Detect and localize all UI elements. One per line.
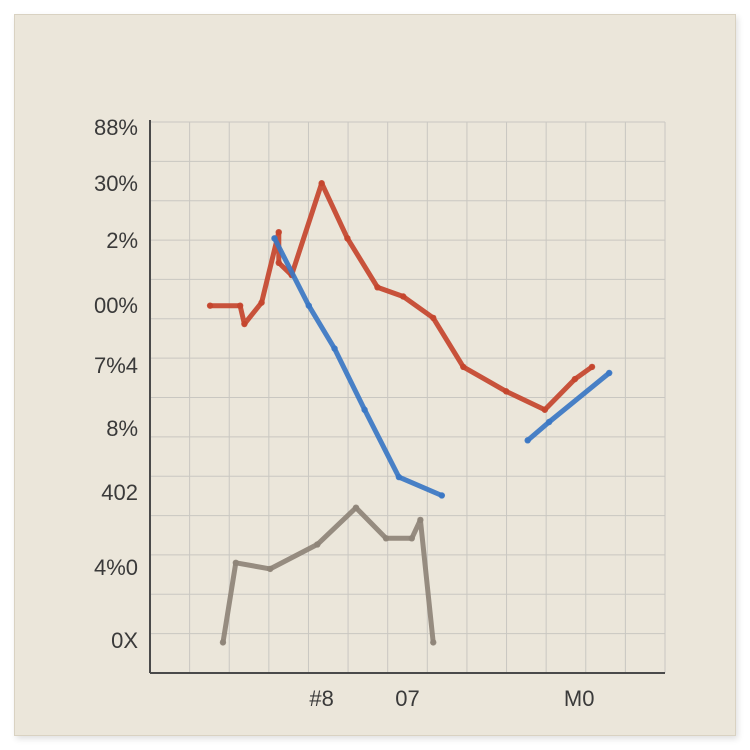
data-point — [438, 492, 446, 499]
y-tick-label: 4%0 — [94, 555, 138, 580]
data-point — [417, 516, 424, 524]
data-point — [588, 363, 596, 371]
data-point — [382, 535, 390, 542]
data-point — [232, 559, 240, 566]
data-point — [352, 504, 360, 511]
data-point — [241, 320, 248, 328]
data-point — [266, 565, 274, 573]
y-tick-label: 30% — [94, 171, 138, 196]
data-point — [430, 314, 437, 322]
data-point — [571, 375, 579, 383]
data-point — [374, 284, 381, 291]
data-point — [314, 541, 321, 548]
y-tick-label: 402 — [101, 480, 138, 505]
data-point — [275, 259, 282, 267]
chart-series — [206, 180, 613, 646]
data-point — [206, 302, 214, 309]
data-point — [219, 639, 227, 646]
data-point — [541, 406, 549, 413]
data-point — [400, 293, 407, 300]
x-tick-label: M0 — [564, 686, 595, 711]
data-point — [503, 388, 510, 395]
data-point — [430, 639, 437, 646]
series-line-4 — [220, 505, 436, 645]
data-point — [395, 473, 403, 481]
y-tick-label: 0X — [111, 628, 138, 653]
data-point — [271, 235, 278, 242]
data-point — [236, 302, 244, 309]
x-tick-label: #8 — [309, 686, 333, 711]
paper-background — [14, 14, 736, 736]
y-tick-label: 00% — [94, 293, 138, 318]
data-point — [275, 229, 282, 236]
chart-axes — [149, 120, 665, 674]
y-tick-label: 2% — [106, 228, 138, 253]
data-point — [258, 299, 265, 306]
x-axis-ticks: #8 07 M0 — [309, 686, 594, 711]
y-tick-label: 8% — [106, 416, 138, 441]
data-point — [318, 180, 325, 187]
data-point — [524, 437, 531, 444]
data-point — [331, 345, 338, 352]
x-tick-label: 07 — [395, 686, 419, 711]
data-point — [344, 235, 351, 242]
data-point — [606, 369, 613, 377]
data-point — [408, 535, 415, 542]
y-axis-ticks: 88% 30% 2% 00% 7%4 8% 402 4%0 0X — [94, 115, 138, 653]
series-line-2 — [272, 235, 445, 498]
data-point — [361, 406, 368, 413]
data-point — [460, 363, 467, 371]
y-tick-label: 7%4 — [94, 353, 138, 378]
y-tick-label: 88% — [94, 115, 138, 140]
data-point — [305, 302, 312, 309]
chart-grid — [149, 121, 666, 674]
data-point — [545, 418, 553, 426]
